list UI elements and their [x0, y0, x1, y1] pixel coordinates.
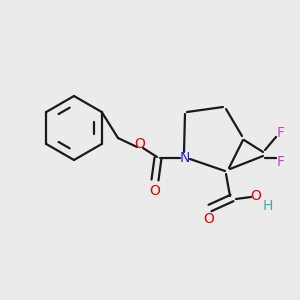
- Text: O: O: [250, 189, 261, 203]
- Text: F: F: [277, 126, 285, 140]
- Text: H: H: [263, 199, 273, 213]
- Text: O: O: [135, 137, 146, 151]
- Text: N: N: [180, 151, 190, 165]
- Text: O: O: [204, 212, 214, 226]
- Text: O: O: [150, 184, 160, 198]
- Text: F: F: [277, 155, 285, 169]
